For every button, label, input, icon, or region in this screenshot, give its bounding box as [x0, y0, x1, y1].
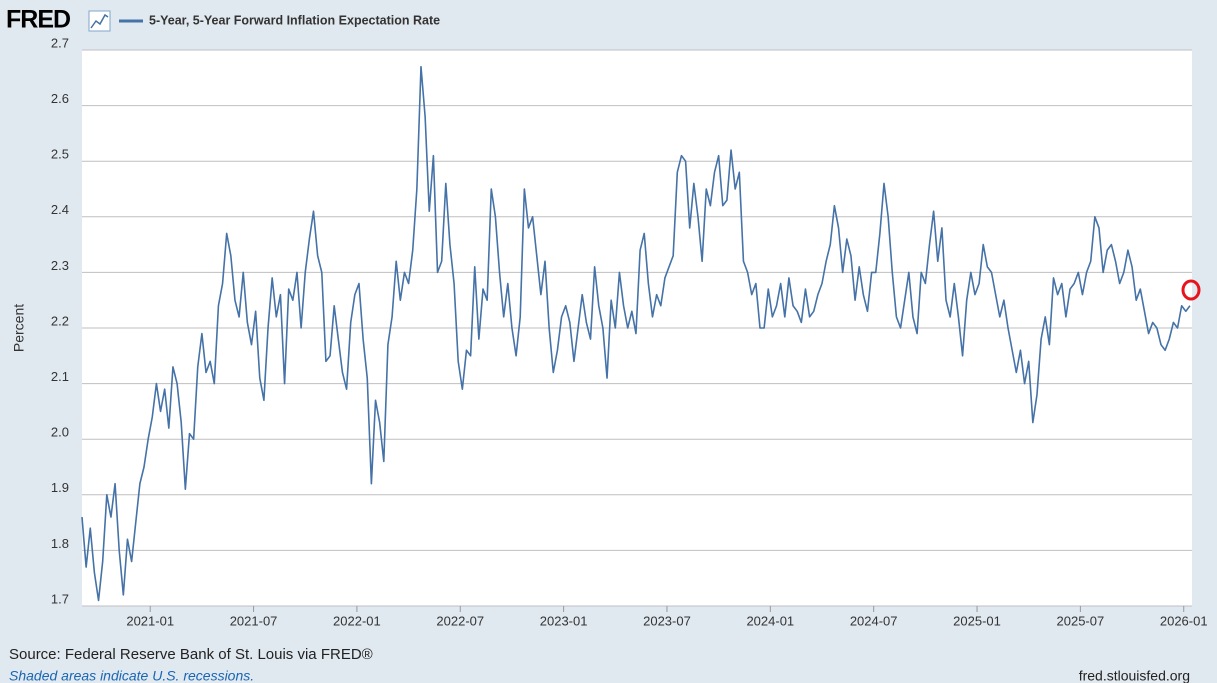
x-tick-label: 2026-01: [1160, 613, 1208, 628]
y-tick-label: 1.7: [51, 591, 69, 606]
recession-note: Shaded areas indicate U.S. recessions.: [9, 668, 254, 683]
x-tick-label: 2023-01: [540, 613, 588, 628]
logo-icon: [88, 10, 111, 32]
source: Source: Federal Reserve Bank of St. Loui…: [9, 646, 373, 663]
y-tick-label: 2.6: [51, 91, 69, 106]
x-tick-label: 2025-01: [953, 613, 1001, 628]
y-axis-label: Percent: [11, 304, 27, 352]
x-tick-label: 2024-07: [850, 613, 898, 628]
x-tick-label: 2022-07: [436, 613, 484, 628]
logo: FRED: [6, 6, 70, 34]
y-tick-label: 2.0: [51, 425, 69, 440]
x-tick-label: 2025-07: [1057, 613, 1105, 628]
site-url: fred.stlouisfed.org: [1079, 668, 1190, 683]
highlight-circle: [1181, 279, 1201, 301]
y-tick-label: 2.5: [51, 147, 69, 162]
series-line: [81, 65, 1191, 602]
x-tick-label: 2021-07: [230, 613, 278, 628]
y-tick-label: 2.7: [51, 35, 69, 50]
y-tick-label: 1.8: [51, 536, 69, 551]
y-tick-label: 2.4: [51, 202, 69, 217]
x-tick-label: 2023-07: [643, 613, 691, 628]
legend-label: 5-Year, 5-Year Forward Inflation Expecta…: [149, 13, 440, 27]
x-tick-label: 2022-01: [333, 613, 381, 628]
x-tick-label: 2021-01: [126, 613, 174, 628]
y-tick-label: 2.3: [51, 258, 69, 273]
y-tick-label: 1.9: [51, 480, 69, 495]
y-tick-label: 2.2: [51, 313, 69, 328]
y-tick-label: 2.1: [51, 369, 69, 384]
x-tick-label: 2024-01: [746, 613, 794, 628]
